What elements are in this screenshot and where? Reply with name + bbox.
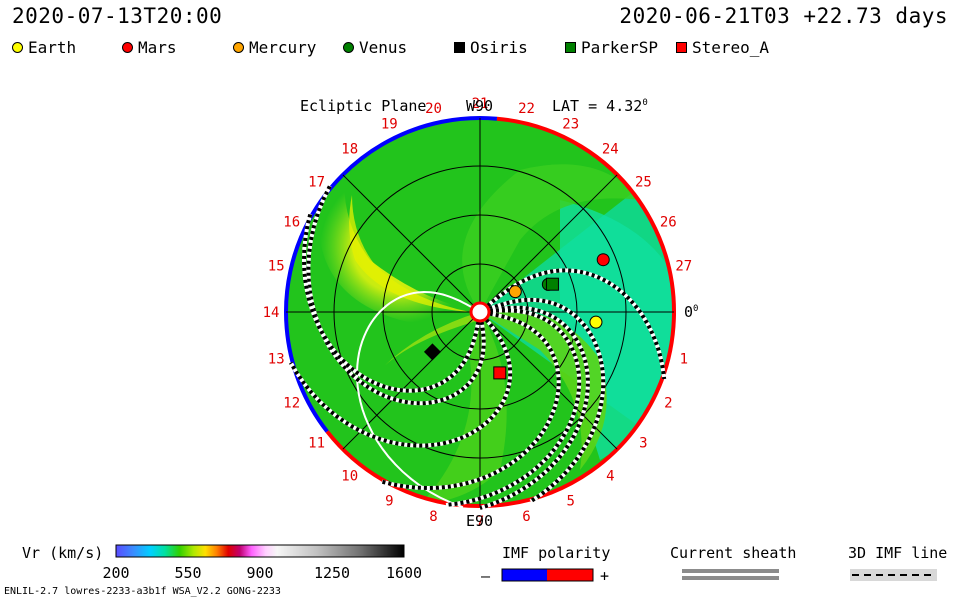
legend-item-stereo-a: Stereo_A <box>676 38 769 57</box>
legend-item-parkersp: ParkerSP <box>565 38 658 57</box>
carrington-tick-label: 19 <box>381 117 398 133</box>
imf-field-lines <box>288 185 667 510</box>
legend-label: ParkerSP <box>581 38 659 57</box>
carrington-tick-label: 27 <box>675 259 692 275</box>
body-marker-parkersp <box>545 277 559 291</box>
imf-negative-swatch <box>502 569 547 581</box>
carrington-tick-label: 1 <box>680 352 688 368</box>
carrington-tick-label: 25 <box>635 175 652 191</box>
carrington-tick-label: 10 <box>341 468 358 484</box>
imf-minus-label: – <box>481 567 491 585</box>
imf-polarity-label: IMF polarity <box>502 544 610 562</box>
carrington-tick-label: 21 <box>472 96 489 112</box>
carrington-tick-label: 2 <box>664 396 672 412</box>
model-info-footer: ENLIL-2.7 lowres-2233-a3b1f WSA_V2.2 GON… <box>4 586 281 597</box>
colorbar <box>115 544 405 558</box>
legend-item-venus: Venus <box>343 38 407 57</box>
body-marker-mercury <box>508 285 522 299</box>
body-marker-osiris <box>423 343 441 361</box>
model-time: 2020-07-13T20:00 <box>12 4 223 28</box>
legend-marker-stereo-a <box>676 42 687 53</box>
carrington-tick-label: 7 <box>476 514 484 530</box>
sun-marker <box>469 301 491 323</box>
legend-label: Mercury <box>249 38 317 57</box>
legend-item-earth: Earth <box>12 38 76 57</box>
latitude-label: LAT = 4.320 <box>552 97 648 115</box>
carrington-tick-label: 13 <box>268 352 285 368</box>
carrington-tick-label: 17 <box>308 175 325 191</box>
imf-positive-swatch <box>547 569 593 581</box>
body-legend: Earth Mars Mercury Venus Osiris ParkerSP Stere… <box>0 38 960 60</box>
carrington-tick-label: 15 <box>268 259 285 275</box>
legend-marker-earth <box>12 42 23 53</box>
legend-marker-mercury <box>233 42 244 53</box>
zero-longitude-label: 00 <box>684 303 698 321</box>
planet-markers <box>423 253 610 380</box>
body-marker-stereo-a <box>493 366 507 380</box>
legend-marker-parkersp <box>565 42 576 53</box>
current-sheath-label: Current sheath <box>670 544 796 562</box>
legend-item-osiris: Osiris <box>454 38 528 57</box>
legend-item-mars: Mars <box>122 38 177 57</box>
imf-3d-label: 3D IMF line <box>848 544 947 562</box>
imf-plus-label: + <box>600 567 609 585</box>
carrington-tick-label: 3 <box>639 435 647 451</box>
carrington-tick-label: 8 <box>429 509 437 525</box>
run-start-time: 2020-06-21T03 +22.73 days <box>619 4 948 28</box>
legend-label: Venus <box>359 38 408 57</box>
body-marker-mars <box>596 253 610 267</box>
carrington-tick-label: 9 <box>385 493 393 509</box>
legend-marker-osiris <box>454 42 465 53</box>
carrington-tick-label: 14 <box>263 305 280 321</box>
colorbar-ticks: 200 550 900 1250 1600 <box>102 564 422 582</box>
legend-label: Osiris <box>470 38 528 57</box>
carrington-tick-label: 16 <box>283 214 300 230</box>
legend-marker-mars <box>122 42 133 53</box>
carrington-tick-label: 5 <box>566 493 574 509</box>
legend-item-mercury: Mercury <box>233 38 316 57</box>
carrington-tick-label: 26 <box>660 214 677 230</box>
colorbar-label: Vr (km/s) <box>22 544 103 562</box>
legend-marker-venus <box>343 42 354 53</box>
carrington-tick-label: 22 <box>518 101 535 117</box>
carrington-tick-label: 12 <box>283 396 300 412</box>
body-marker-earth <box>589 315 603 329</box>
carrington-tick-label: 18 <box>341 142 358 158</box>
carrington-tick-label: 6 <box>522 509 530 525</box>
carrington-tick-label: 4 <box>606 468 614 484</box>
carrington-tick-label: 23 <box>562 117 579 133</box>
colorbar-tick-label: 900 <box>246 564 273 582</box>
legend-label: Stereo_A <box>692 38 770 57</box>
legend-label: Earth <box>28 38 77 57</box>
current-sheath-swatch <box>682 569 779 573</box>
carrington-tick-label: 24 <box>602 142 619 158</box>
carrington-tick-label: 20 <box>425 101 442 117</box>
colorbar-tick-label: 200 <box>102 564 129 582</box>
colorbar-tick-label: 1250 <box>314 564 350 582</box>
w90-label: W90 <box>466 97 493 115</box>
colorbar-tick-label: 550 <box>174 564 201 582</box>
plane-title: Ecliptic Plane <box>300 97 426 115</box>
carrington-tick-label: 11 <box>308 435 325 451</box>
imf-polarity-rim-positive <box>325 116 676 508</box>
colorbar-tick-label: 1600 <box>386 564 422 582</box>
e90-label: E90 <box>466 512 493 530</box>
legend-label: Mars <box>138 38 177 57</box>
